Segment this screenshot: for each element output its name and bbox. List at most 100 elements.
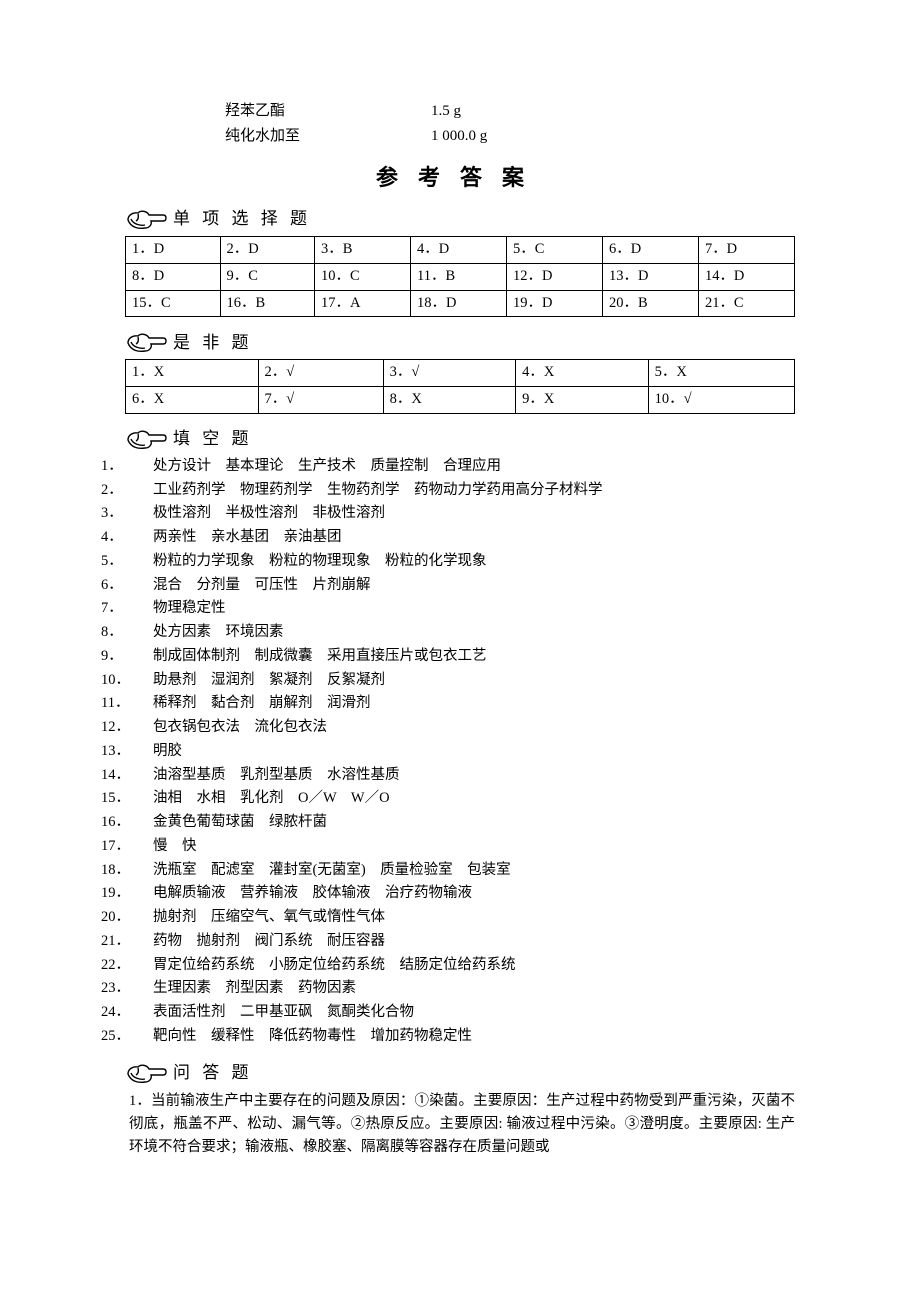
page-title: 参考答案 bbox=[125, 161, 795, 194]
cell: 7．D bbox=[698, 237, 794, 264]
fill-item: 24．表面活性剂 二甲基亚砜 氮酮类化合物 bbox=[129, 1002, 795, 1024]
fill-item: 17．慢 快 bbox=[129, 836, 795, 858]
fill-item: 6．混合 分剂量 可压性 片剂崩解 bbox=[129, 575, 795, 597]
table-row: 1．D 2．D 3．B 4．D 5．C 6．D 7．D bbox=[126, 237, 795, 264]
ingredient-amount: 1.5 g bbox=[431, 100, 461, 123]
item-text: 极性溶剂 半极性溶剂 非极性溶剂 bbox=[153, 505, 385, 521]
section-header-qa: 问 答 题 bbox=[125, 1060, 795, 1086]
item-text: 混合 分剂量 可压性 片剂崩解 bbox=[153, 577, 371, 593]
fill-item: 13．明胶 bbox=[129, 741, 795, 763]
cell: 6．D bbox=[602, 237, 698, 264]
item-text: 油溶型基质 乳剂型基质 水溶性基质 bbox=[153, 767, 400, 783]
fill-item: 23．生理因素 剂型因素 药物因素 bbox=[129, 978, 795, 1000]
item-text: 包衣锅包衣法 流化包衣法 bbox=[153, 719, 327, 735]
fill-item: 4．两亲性 亲水基团 亲油基团 bbox=[129, 527, 795, 549]
cell: 8．X bbox=[383, 387, 516, 414]
item-text: 粉粒的力学现象 粉粒的物理现象 粉粒的化学现象 bbox=[153, 553, 487, 569]
table-row: 15．C 16．B 17．A 18．D 19．D 20．B 21．C bbox=[126, 290, 795, 317]
pointing-hand-icon bbox=[125, 426, 167, 452]
ingredient-row: 纯化水加至 1 000.0 g bbox=[125, 125, 795, 148]
ingredient-name: 纯化水加至 bbox=[225, 125, 321, 148]
item-text: 胃定位给药系统 小肠定位给药系统 结肠定位给药系统 bbox=[153, 957, 516, 973]
fill-item: 18．洗瓶室 配滤室 灌封室(无菌室) 质量检验室 包装室 bbox=[129, 860, 795, 882]
cell: 5．C bbox=[506, 237, 602, 264]
fill-item: 20．抛射剂 压缩空气、氧气或惰性气体 bbox=[129, 907, 795, 929]
ingredient-name: 羟苯乙酯 bbox=[225, 100, 321, 123]
cell: 2．D bbox=[220, 237, 315, 264]
fill-item: 22．胃定位给药系统 小肠定位给药系统 结肠定位给药系统 bbox=[129, 955, 795, 977]
item-number: 6． bbox=[129, 575, 153, 597]
ingredient-row: 羟苯乙酯 1.5 g bbox=[125, 100, 795, 123]
item-number: 22． bbox=[129, 955, 153, 977]
cell: 11．B bbox=[410, 263, 506, 290]
item-number: 9． bbox=[129, 646, 153, 668]
qa-answer-list: 1．当前输液生产中主要存在的问题及原因：①染菌。主要原因：生产过程中药物受到严重… bbox=[125, 1090, 795, 1160]
cell: 13．D bbox=[602, 263, 698, 290]
pointing-hand-icon bbox=[125, 329, 167, 355]
cell: 20．B bbox=[602, 290, 698, 317]
cell: 3．√ bbox=[383, 360, 516, 387]
item-number: 18． bbox=[129, 860, 153, 882]
fill-item: 3．极性溶剂 半极性溶剂 非极性溶剂 bbox=[129, 503, 795, 525]
table-row: 1．X 2．√ 3．√ 4．X 5．X bbox=[126, 360, 795, 387]
item-text: 物理稳定性 bbox=[153, 600, 226, 616]
fill-item: 14．油溶型基质 乳剂型基质 水溶性基质 bbox=[129, 765, 795, 787]
section-header-mc: 单 项 选 择 题 bbox=[125, 206, 795, 232]
section-title: 填 空 题 bbox=[173, 426, 253, 452]
table-row: 6．X 7．√ 8．X 9．X 10．√ bbox=[126, 387, 795, 414]
section-title: 是 非 题 bbox=[173, 330, 253, 356]
cell: 4．D bbox=[410, 237, 506, 264]
item-text: 抛射剂 压缩空气、氧气或惰性气体 bbox=[153, 909, 385, 925]
fill-item: 12．包衣锅包衣法 流化包衣法 bbox=[129, 717, 795, 739]
section-title: 单 项 选 择 题 bbox=[173, 206, 311, 232]
cell: 9．X bbox=[516, 387, 649, 414]
item-number: 23． bbox=[129, 978, 153, 1000]
fill-item: 21．药物 抛射剂 阀门系统 耐压容器 bbox=[129, 931, 795, 953]
cell: 6．X bbox=[126, 387, 259, 414]
item-text: 两亲性 亲水基团 亲油基团 bbox=[153, 529, 342, 545]
cell: 1．D bbox=[126, 237, 221, 264]
cell: 12．D bbox=[506, 263, 602, 290]
item-text: 洗瓶室 配滤室 灌封室(无菌室) 质量检验室 包装室 bbox=[153, 862, 511, 878]
item-number: 10． bbox=[129, 670, 153, 692]
cell: 21．C bbox=[698, 290, 794, 317]
item-number: 3． bbox=[129, 503, 153, 525]
fill-item: 9．制成固体制剂 制成微囊 采用直接压片或包衣工艺 bbox=[129, 646, 795, 668]
table-row: 8．D 9．C 10．C 11．B 12．D 13．D 14．D bbox=[126, 263, 795, 290]
cell: 14．D bbox=[698, 263, 794, 290]
cell: 7．√ bbox=[258, 387, 383, 414]
item-number: 17． bbox=[129, 836, 153, 858]
item-number: 2． bbox=[129, 480, 153, 502]
item-text: 药物 抛射剂 阀门系统 耐压容器 bbox=[153, 933, 385, 949]
item-text: 生理因素 剂型因素 药物因素 bbox=[153, 980, 356, 996]
ingredient-amount: 1 000.0 g bbox=[431, 125, 487, 148]
cell: 18．D bbox=[410, 290, 506, 317]
item-text: 明胶 bbox=[153, 743, 182, 759]
item-number: 11． bbox=[129, 693, 153, 715]
item-text: 油相 水相 乳化剂 O／W W／O bbox=[153, 790, 390, 806]
cell: 16．B bbox=[220, 290, 315, 317]
cell: 10．√ bbox=[648, 387, 794, 414]
item-text: 处方设计 基本理论 生产技术 质量控制 合理应用 bbox=[153, 458, 501, 474]
item-text: 金黄色葡萄球菌 绿脓杆菌 bbox=[153, 814, 327, 830]
item-number: 16． bbox=[129, 812, 153, 834]
fill-item: 19．电解质输液 营养输液 胶体输液 治疗药物输液 bbox=[129, 883, 795, 905]
section-header-fill: 填 空 题 bbox=[125, 426, 795, 452]
fill-item: 15．油相 水相 乳化剂 O／W W／O bbox=[129, 788, 795, 810]
cell: 19．D bbox=[506, 290, 602, 317]
cell: 9．C bbox=[220, 263, 315, 290]
item-text: 处方因素 环境因素 bbox=[153, 624, 284, 640]
item-number: 19． bbox=[129, 883, 153, 905]
section-title: 问 答 题 bbox=[173, 1060, 253, 1086]
item-text: 表面活性剂 二甲基亚砜 氮酮类化合物 bbox=[153, 1004, 414, 1020]
item-text: 工业药剂学 物理药剂学 生物药剂学 药物动力学药用高分子材料学 bbox=[153, 482, 603, 498]
fill-item: 8．处方因素 环境因素 bbox=[129, 622, 795, 644]
item-text: 电解质输液 营养输液 胶体输液 治疗药物输液 bbox=[153, 885, 472, 901]
item-number: 12． bbox=[129, 717, 153, 739]
item-text: 靶向性 缓释性 降低药物毒性 增加药物稳定性 bbox=[153, 1028, 472, 1044]
item-number: 5． bbox=[129, 551, 153, 573]
item-text: 慢 快 bbox=[153, 838, 197, 854]
pointing-hand-icon bbox=[125, 206, 167, 232]
item-number: 14． bbox=[129, 765, 153, 787]
item-number: 7． bbox=[129, 598, 153, 620]
